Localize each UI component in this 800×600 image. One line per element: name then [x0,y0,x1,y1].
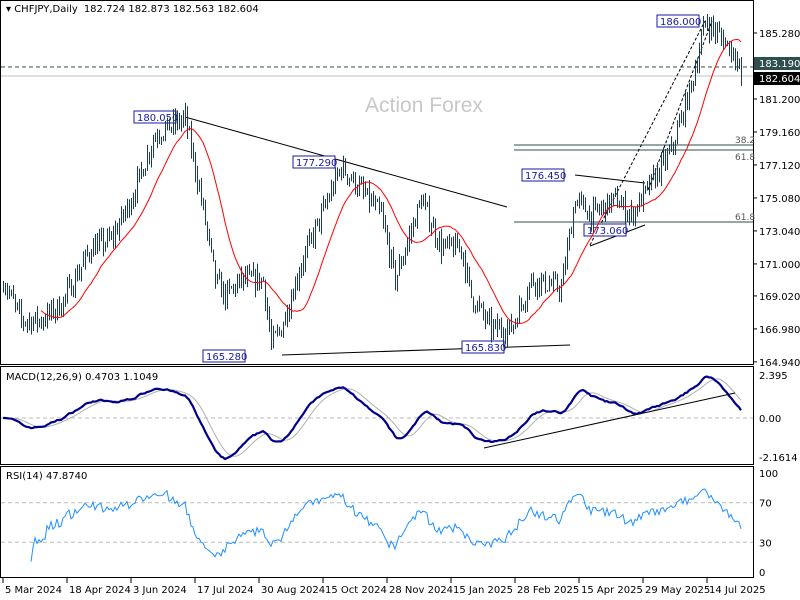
watermark: Action Forex [365,94,483,117]
rsi-panel [0,466,754,578]
annotation-186000: 186.000 [660,17,701,28]
price-tick-label: 169.020 [759,292,800,303]
price-tick-label: 166.980 [759,325,800,336]
fibonacci-label: 61.8 [735,153,755,163]
date-tick-label: 30 Aug 2024 [261,585,325,596]
rsi-tick-label: 70 [759,499,772,510]
price-tick-label: 185.280 [759,29,800,40]
price-tick-label: 164.940 [759,358,800,369]
annotation-180050: 180.050 [137,113,178,124]
macd-trendline [483,392,736,449]
annotation-165830: 165.830 [465,343,506,354]
annotation-177290-box [292,155,336,169]
rsi-tick-label: 0 [759,568,765,579]
collapse-icon[interactable]: ▾ [6,4,14,15]
annotation-176450-box [521,168,565,182]
current-price-label: 182.604 [759,74,800,85]
trendline [574,174,646,184]
ohlc-bars [3,13,742,351]
price-tick-label: 175.080 [759,194,800,205]
moving-average-line [40,38,742,324]
rsi-label: RSI(14) 47.8740 [6,471,87,482]
annotation-177290: 177.290 [296,158,337,169]
date-tick-label: 28 Feb 2025 [517,585,579,596]
date-tick-label: 5 Mar 2024 [5,585,62,596]
macd-main-line [2,375,742,461]
resistance-price-label: 183.190 [759,59,800,70]
annotation-186000-box [656,14,700,28]
fibonacci-label: 38.2 [735,136,755,146]
date-tick-label: 15 Oct 2024 [325,585,387,596]
macd-tick-label: 0.00 [759,414,781,425]
date-tick-label: 14 Jul 2025 [709,585,766,596]
trendline [281,344,571,356]
symbol-label: CHFJPY,Daily [14,4,78,15]
rsi-tick-label: 100 [759,469,778,480]
current-price-tag [754,72,800,85]
chart-title: ▾ CHFJPY,Daily 182.724 182.873 182.563 18… [6,4,259,15]
date-tick-label: 15 Jan 2025 [453,585,513,596]
date-tick-label: 18 Apr 2024 [69,585,131,596]
price-panel [0,0,754,365]
price-tick-label: 179.160 [759,128,800,139]
macd-tick-label: -2.1614 [759,453,798,464]
date-tick-label: 28 Nov 2024 [389,585,453,596]
rsi-line [30,488,742,562]
resistance-price-tag [754,57,800,70]
macd-signal-line [2,378,742,457]
annotation-165830-box [461,340,505,354]
date-tick-label: 3 Jun 2024 [133,585,187,596]
fibonacci-label: 61.8 [735,213,755,223]
annotation-173060-box [583,223,627,237]
annotation-165280: 165.280 [206,352,247,363]
annotation-173060: 173.060 [587,226,628,237]
price-tick-label: 177.120 [759,161,800,172]
macd-panel [0,366,754,465]
rsi-tick-label: 30 [759,538,772,549]
price-tick-label: 181.200 [759,95,800,106]
ohlc-readout: 182.724 182.873 182.563 182.604 [84,4,259,15]
price-tick-label: 173.040 [759,227,800,238]
date-tick-label: 17 Jul 2024 [197,585,254,596]
annotation-176450: 176.450 [525,171,566,182]
annotation-165280-box [202,349,246,363]
date-tick-label: 15 Apr 2025 [581,585,643,596]
date-tick-label: 29 May 2025 [645,585,710,596]
macd-label: MACD(12,26,9) 0.4703 1.1049 [6,372,158,383]
macd-tick-label: 2.395 [759,371,788,382]
price-tick-label: 171.000 [759,260,800,271]
